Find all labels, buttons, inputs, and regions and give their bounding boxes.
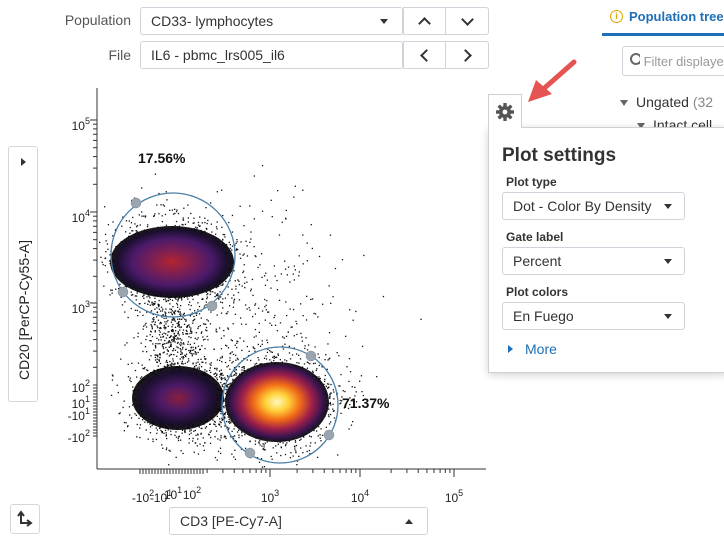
y-tick-label: 105 [72, 116, 90, 133]
tab-population-tree-label: Population tree [629, 9, 724, 24]
tree-item-ungated-label: Ungated [636, 94, 689, 110]
plot-colors-value: En Fuego [513, 308, 574, 324]
gate-label-select[interactable]: Percent [502, 247, 685, 275]
x-tick-label: 103 [261, 488, 279, 505]
gate-handle[interactable] [206, 300, 218, 312]
y-tick-label: 101 [72, 394, 90, 411]
population-select[interactable]: CD33- lymphocytes [140, 7, 403, 35]
caret-down-icon [664, 204, 672, 209]
file-select[interactable]: IL6 - pbmc_lrs005_il6 [140, 41, 403, 69]
more-settings-toggle[interactable]: More [508, 341, 557, 357]
collapse-arrow-icon[interactable] [637, 123, 645, 130]
gate-handle[interactable] [305, 350, 317, 362]
plot-settings-title: Plot settings [502, 145, 617, 166]
y-axis-minor-ticks [90, 119, 97, 437]
population-t-cells [225, 362, 329, 442]
expand-arrow-icon [508, 345, 513, 353]
tree-item-ungated-count: (32 [692, 94, 714, 110]
x-axis-label: CD3 [PE-Cy7-A] [180, 513, 282, 529]
plot-type-value: Dot - Color By Density [513, 198, 652, 214]
x-tick-label: 102 [183, 485, 201, 502]
plot-colors-label: Plot colors [506, 285, 569, 299]
tab-population-tree[interactable]: i Population tree [602, 0, 724, 36]
search-icon [630, 53, 640, 65]
filter-placeholder: Filter displayed [643, 53, 724, 69]
next-population-button[interactable] [445, 7, 489, 35]
plot-type-label: Plot type [506, 175, 557, 189]
caret-down-icon [380, 19, 388, 24]
file-select-value: IL6 - pbmc_lrs005_il6 [151, 47, 285, 63]
gate-handle[interactable] [244, 447, 256, 459]
caret-down-icon [664, 314, 672, 319]
gate-t-percent-label: 71.37% [342, 395, 390, 411]
tree-item-ungated[interactable]: Ungated (32 [620, 94, 713, 110]
previous-file-button[interactable] [403, 41, 446, 69]
collapse-arrow-icon[interactable] [620, 100, 628, 107]
population-select-value: CD33- lymphocytes [151, 13, 274, 29]
y-tick-label: 102 [72, 378, 90, 395]
scatter-plot[interactable]: 17.56% 71.37% 105 104 103 102 101 -101 -… [0, 0, 490, 508]
y-tick-label: 103 [72, 299, 90, 316]
annotation-arrow-icon [528, 59, 577, 102]
gear-icon [496, 102, 514, 121]
x-tick-label: -102 [132, 488, 154, 505]
gate-t-cells[interactable] [221, 346, 339, 464]
gate-handles[interactable] [117, 197, 335, 459]
x-tick-label: -101 [150, 488, 172, 505]
swap-axes-button[interactable] [10, 504, 40, 534]
info-icon: i [610, 10, 623, 23]
previous-population-button[interactable] [403, 7, 446, 35]
gate-handle[interactable] [117, 286, 129, 298]
x-axis-select[interactable]: CD3 [PE-Cy7-A] [169, 507, 428, 535]
gate-b-cells[interactable] [110, 192, 236, 318]
filter-population-input[interactable]: Filter displayed [622, 46, 724, 76]
plot-type-select[interactable]: Dot - Color By Density [502, 192, 685, 220]
caret-up-icon [405, 519, 413, 524]
gate-label-label: Gate label [506, 230, 564, 244]
population-b-cells [110, 226, 234, 298]
swap-axes-icon [17, 510, 33, 527]
file-label: File [108, 47, 131, 63]
y-tick-label: -102 [68, 428, 90, 445]
more-settings-label: More [525, 341, 557, 357]
gate-handle[interactable] [323, 429, 335, 441]
x-axis-minor-ticks [139, 469, 455, 477]
x-tick-label: 101 [164, 485, 182, 502]
caret-down-icon [664, 259, 672, 264]
x-tick-label: 105 [445, 488, 463, 505]
gate-handle[interactable] [130, 197, 142, 209]
plot-settings-button[interactable] [488, 94, 522, 128]
y-tick-label: -101 [68, 406, 90, 423]
gate-label-value: Percent [513, 253, 562, 269]
x-tick-label: 104 [351, 488, 369, 505]
plot-settings-panel: Plot settings Plot type Dot - Color By D… [488, 127, 724, 373]
gate-b-percent-label: 17.56% [138, 150, 186, 166]
expand-arrow-icon [21, 158, 26, 166]
plot-colors-select[interactable]: En Fuego [502, 302, 685, 330]
population-label: Population [64, 12, 131, 28]
next-file-button[interactable] [445, 41, 489, 69]
population-cd3neg-cd20neg [132, 366, 224, 430]
y-tick-label: 104 [72, 208, 90, 225]
left-panel-toggle[interactable]: CD20 [PerCP-Cy55-A] [8, 146, 38, 402]
